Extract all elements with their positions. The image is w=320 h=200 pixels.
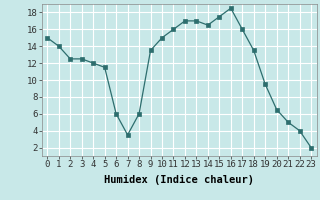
X-axis label: Humidex (Indice chaleur): Humidex (Indice chaleur) [104,175,254,185]
